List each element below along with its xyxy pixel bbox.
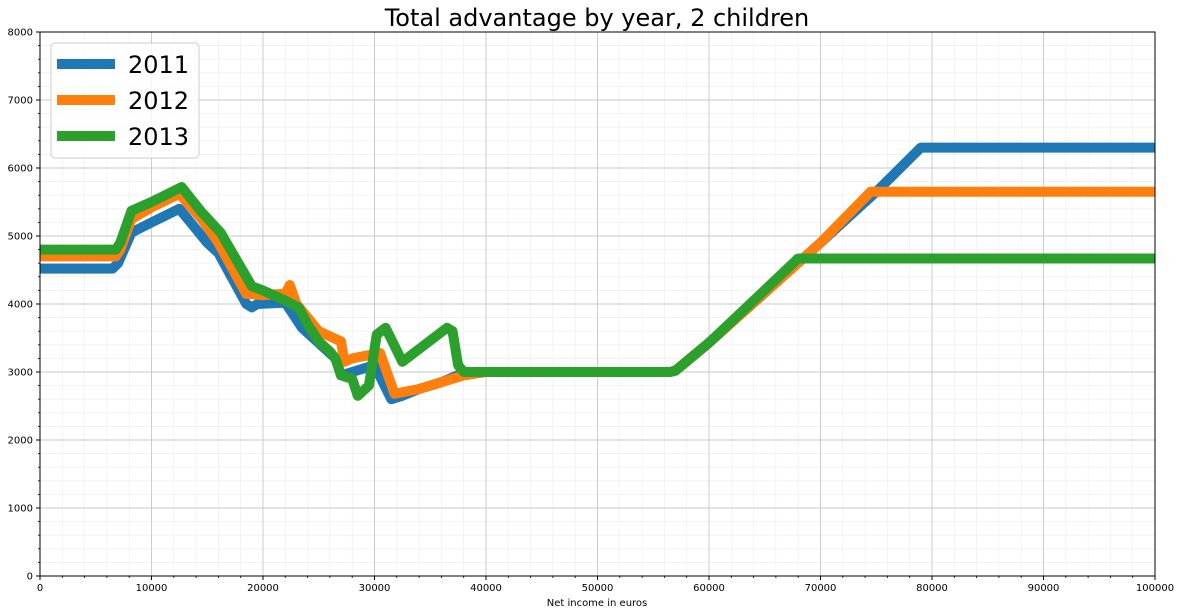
x-tick-label: 60000 [693, 583, 725, 594]
y-tick-label: 4000 [8, 300, 33, 311]
legend-box [50, 42, 200, 159]
legend-label-2012: 2012 [128, 87, 189, 115]
x-tick-label: 90000 [1028, 583, 1060, 594]
x-tick-label: 80000 [916, 583, 948, 594]
x-tick-label: 70000 [805, 583, 837, 594]
x-tick-label: 10000 [136, 583, 168, 594]
y-tick-label: 0 [27, 572, 33, 583]
legend: 2011 2012 2013 [50, 42, 200, 159]
x-tick-label: 40000 [470, 583, 502, 594]
y-tick-label: 7000 [8, 96, 33, 107]
x-tick-label: 20000 [247, 583, 279, 594]
y-tick-label: 1000 [8, 504, 33, 515]
x-tick-label: 50000 [582, 583, 614, 594]
y-tick-label: 6000 [8, 164, 33, 175]
x-tick-label: 100000 [1136, 583, 1174, 594]
chart-title: Total advantage by year, 2 children [384, 4, 810, 32]
series-lines [40, 142, 1155, 405]
legend-label-2011: 2011 [128, 51, 189, 79]
axis-ticks: 0 10000 20000 30000 40000 50000 60000 70000 8000… [8, 28, 1175, 595]
y-tick-label: 5000 [8, 232, 33, 243]
x-tick-label: 30000 [359, 583, 391, 594]
x-axis-label: Net income in euros [547, 598, 648, 609]
y-tick-label: 3000 [8, 368, 33, 379]
x-tick-label: 0 [37, 583, 43, 594]
legend-label-2013: 2013 [128, 123, 189, 151]
series-line-2013 [40, 182, 1155, 401]
y-tick-label: 8000 [8, 28, 33, 39]
y-tick-label: 2000 [8, 436, 33, 447]
